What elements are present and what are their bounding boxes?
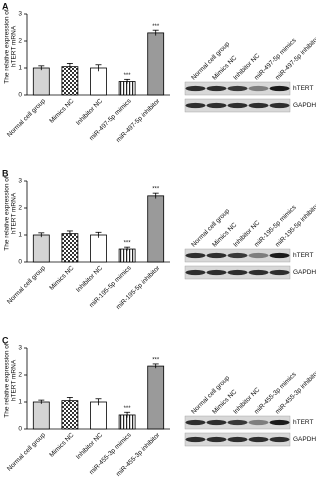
bar bbox=[147, 195, 165, 263]
y-axis-label: hTERT mRNA bbox=[11, 359, 18, 401]
blot-band bbox=[269, 102, 290, 109]
x-tick-label: Inhibitor NC bbox=[75, 264, 104, 293]
blot-lane-label: Normal cell group bbox=[190, 374, 231, 415]
x-tick-label: Inhibitor NC bbox=[75, 431, 104, 460]
y-tick-label: 0 bbox=[18, 92, 22, 99]
blot-band bbox=[248, 269, 269, 276]
bar bbox=[147, 365, 165, 430]
blot-band bbox=[227, 436, 248, 443]
blot-band bbox=[269, 269, 290, 276]
bar bbox=[118, 248, 136, 263]
y-axis-label: The relative expression of bbox=[4, 343, 11, 418]
blot-band bbox=[185, 269, 206, 276]
y-tick-label: 2 bbox=[18, 372, 22, 379]
blot-band bbox=[206, 102, 227, 109]
blot-band bbox=[227, 85, 248, 92]
x-tick-label: Mimics NC bbox=[48, 431, 75, 458]
y-tick-label: 3 bbox=[18, 178, 22, 185]
blot-band bbox=[206, 252, 227, 259]
blot-band bbox=[185, 102, 206, 109]
y-tick-label: 1 bbox=[18, 399, 22, 406]
bar bbox=[32, 67, 50, 96]
y-tick-label: 3 bbox=[18, 11, 22, 18]
y-tick-label: 1 bbox=[18, 232, 22, 239]
significance: *** bbox=[152, 187, 160, 193]
blot-band bbox=[248, 85, 269, 92]
blot-band bbox=[185, 419, 206, 426]
x-tick-label: Normal cell group bbox=[6, 97, 47, 138]
y-axis-label: hTERT mRNA bbox=[11, 192, 18, 234]
x-tick-label: Normal cell group bbox=[6, 264, 47, 305]
y-axis-label: The relative expression of bbox=[4, 176, 11, 251]
blot-row-label: hTERT bbox=[293, 419, 313, 426]
y-tick-label: 0 bbox=[18, 259, 22, 266]
bar bbox=[147, 32, 165, 96]
blot-band bbox=[227, 269, 248, 276]
blot-row-label: hTERT bbox=[293, 252, 313, 259]
panel-label: B bbox=[2, 168, 9, 178]
blot-band bbox=[248, 252, 269, 259]
blot-band bbox=[185, 85, 206, 92]
blot-band bbox=[185, 252, 206, 259]
blot-band bbox=[269, 436, 290, 443]
blot-row-label: GAPDH bbox=[293, 269, 316, 276]
blot-band bbox=[269, 252, 290, 259]
significance: *** bbox=[152, 358, 160, 364]
blot-lane-label: Normal cell group bbox=[190, 40, 231, 81]
blot-band bbox=[227, 252, 248, 259]
significance: *** bbox=[124, 241, 132, 247]
blot-band bbox=[269, 85, 290, 92]
blot-band bbox=[206, 269, 227, 276]
y-tick-label: 3 bbox=[18, 345, 22, 352]
blot-row-label: hTERT bbox=[293, 85, 313, 92]
blot-band bbox=[206, 85, 227, 92]
blot-band bbox=[269, 419, 290, 426]
significance: *** bbox=[124, 406, 132, 412]
x-tick-label: Normal cell group bbox=[6, 431, 47, 472]
bar bbox=[61, 66, 79, 96]
bar bbox=[90, 401, 107, 430]
significance: *** bbox=[124, 73, 132, 79]
y-axis-label: hTERT mRNA bbox=[11, 25, 18, 67]
blot-band bbox=[248, 436, 269, 443]
y-axis-label: The relative expression of bbox=[4, 9, 11, 84]
y-tick-label: 0 bbox=[18, 426, 22, 433]
blot-band bbox=[248, 102, 269, 109]
bar bbox=[61, 400, 79, 430]
blot-band bbox=[227, 419, 248, 426]
panel-label: C bbox=[2, 335, 9, 345]
blot-band bbox=[248, 419, 269, 426]
blot-band bbox=[185, 436, 206, 443]
blot-band bbox=[206, 436, 227, 443]
panel-label: A bbox=[2, 1, 9, 11]
bar bbox=[32, 401, 50, 430]
blot-band bbox=[206, 419, 227, 426]
bar bbox=[90, 67, 107, 96]
bar bbox=[90, 234, 107, 263]
bar bbox=[61, 233, 79, 263]
x-tick-label: Inhibitor NC bbox=[75, 97, 104, 126]
bar bbox=[32, 234, 50, 263]
x-tick-label: Mimics NC bbox=[48, 264, 75, 291]
significance: *** bbox=[152, 24, 160, 30]
blot-row-label: GAPDH bbox=[293, 436, 316, 443]
blot-lane-label: Normal cell group bbox=[190, 207, 231, 248]
blot-row-label: GAPDH bbox=[293, 102, 316, 109]
x-tick-label: Mimics NC bbox=[48, 97, 75, 124]
y-tick-label: 2 bbox=[18, 38, 22, 45]
y-tick-label: 1 bbox=[18, 65, 22, 72]
y-tick-label: 2 bbox=[18, 205, 22, 212]
blot-band bbox=[227, 102, 248, 109]
